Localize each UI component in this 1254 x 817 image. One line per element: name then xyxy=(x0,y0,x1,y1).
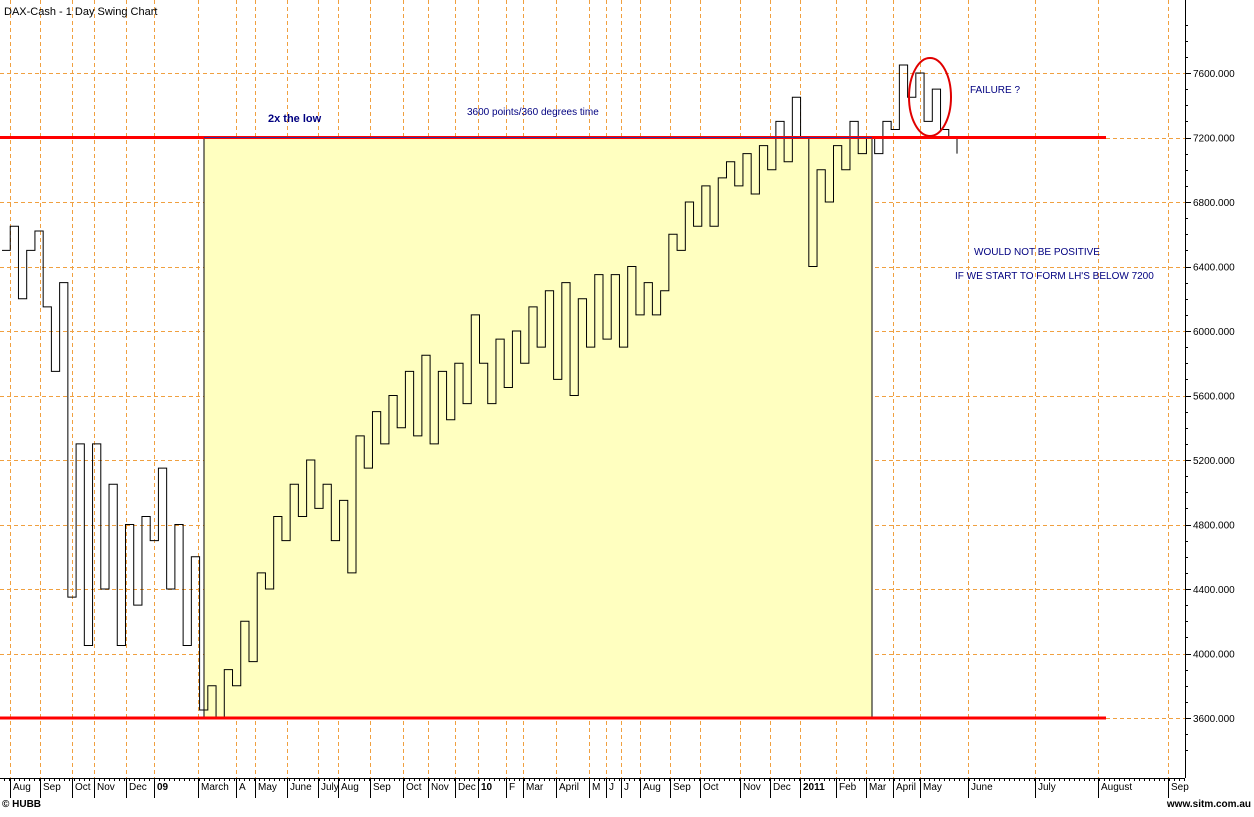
annotation-2x-low: 2x the low xyxy=(268,113,322,125)
x-tick-label: Nov xyxy=(743,782,761,793)
x-tick-label: May xyxy=(923,782,942,793)
x-tick-label: 10 xyxy=(481,782,493,793)
x-tick-label: Dec xyxy=(458,782,476,793)
x-tick-label: Oct xyxy=(406,782,422,793)
x-tick-label: J xyxy=(624,782,629,793)
y-axis: 3600.000 4000.000 4400.000 4800.000 5200.000… xyxy=(1185,0,1235,778)
x-tick-label: August xyxy=(1101,782,1132,793)
x-tick-label: Mar xyxy=(526,782,544,793)
annotation-failure: FAILURE ? xyxy=(970,85,1020,96)
x-tick-label: Feb xyxy=(839,782,857,793)
x-tick-label: Sep xyxy=(43,782,61,793)
x-tick-label: Sep xyxy=(373,782,391,793)
swing-line xyxy=(2,64,958,719)
x-tick-label: March xyxy=(201,782,229,793)
y-tick-label: 6400.000 xyxy=(1193,263,1235,274)
y-tick-label: 7600.000 xyxy=(1193,69,1235,80)
x-tick-label: Oct xyxy=(75,782,91,793)
chart-title: DAX-Cash - 1 Day Swing Chart xyxy=(4,6,157,18)
x-tick-label: J xyxy=(609,782,614,793)
x-tick-label: Dec xyxy=(129,782,147,793)
x-tick-label: May xyxy=(258,782,277,793)
x-tick-label: Oct xyxy=(703,782,719,793)
x-tick-label: Mar xyxy=(869,782,887,793)
x-tick-label: 2011 xyxy=(803,782,825,793)
annotation-lh-below: IF WE START TO FORM LH'S BELOW 7200 xyxy=(955,271,1154,282)
annotation-not-positive: WOULD NOT BE POSITIVE xyxy=(974,247,1100,258)
x-tick-label: April xyxy=(896,782,916,793)
x-tick-label: Dec xyxy=(773,782,791,793)
x-tick-label: F xyxy=(509,782,515,793)
footer-url: www.sitm.com.au xyxy=(1166,799,1251,810)
y-tick-label: 6800.000 xyxy=(1193,198,1235,209)
x-tick-label: Nov xyxy=(431,782,449,793)
x-tick-label: Nov xyxy=(97,782,115,793)
x-tick-label: Aug xyxy=(13,782,31,793)
y-tick-label: 4800.000 xyxy=(1193,521,1235,532)
y-tick-label: 7200.000 xyxy=(1193,134,1235,145)
x-tick-label: M xyxy=(592,782,600,793)
annotation-time: 3600 points/360 degrees time xyxy=(467,107,599,118)
x-tick-label: 09 xyxy=(157,782,169,793)
highlight-box xyxy=(203,137,873,719)
x-tick-label: June xyxy=(290,782,312,793)
footer-copyright: © HUBB xyxy=(2,799,41,810)
x-tick-label: June xyxy=(971,782,993,793)
y-tick-label: 5200.000 xyxy=(1193,456,1235,467)
x-tick-label: Sep xyxy=(1171,782,1189,793)
x-tick-label: July xyxy=(1038,782,1056,793)
y-tick-label: 5600.000 xyxy=(1193,392,1235,403)
x-tick-label: Aug xyxy=(341,782,359,793)
failure-circle xyxy=(908,57,952,137)
y-tick-label: 4400.000 xyxy=(1193,585,1235,596)
x-tick-label: Aug xyxy=(643,782,661,793)
level-lines xyxy=(0,136,1106,720)
x-tick-label: April xyxy=(559,782,579,793)
y-tick-label: 3600.000 xyxy=(1193,714,1235,725)
x-tick-label: Sep xyxy=(673,782,691,793)
highlight-box-layer xyxy=(203,137,873,719)
x-tick-label: A xyxy=(239,782,246,793)
y-tick-label: 4000.000 xyxy=(1193,650,1235,661)
y-tick-label: 6000.000 xyxy=(1193,327,1235,338)
x-axis: Aug Sep Oct Nov Dec 09 March A May June July Aug Sep… xyxy=(0,778,1189,798)
x-tick-label: July xyxy=(321,782,339,793)
swing-series xyxy=(2,64,958,719)
